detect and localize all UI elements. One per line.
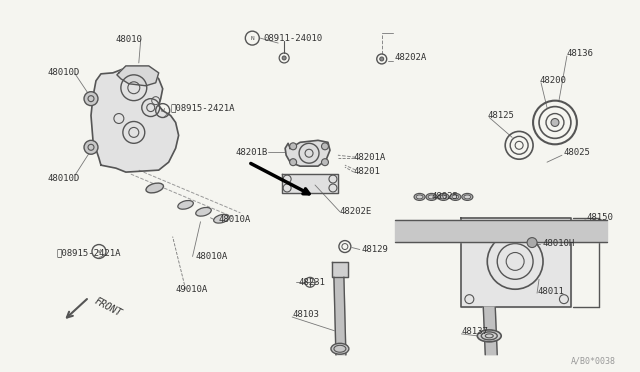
Ellipse shape (196, 208, 211, 216)
Ellipse shape (178, 201, 193, 209)
Ellipse shape (551, 119, 559, 126)
Text: N: N (250, 36, 254, 41)
Circle shape (282, 56, 286, 60)
Text: Ⓦ08915-2421A: Ⓦ08915-2421A (56, 248, 121, 257)
Text: 48010H: 48010H (542, 239, 574, 248)
Polygon shape (334, 277, 346, 355)
Text: 48010A: 48010A (218, 215, 251, 224)
Text: 48010A: 48010A (196, 252, 228, 261)
Text: W: W (97, 249, 101, 254)
Circle shape (321, 159, 328, 166)
Text: 08911-24010: 08911-24010 (263, 33, 323, 43)
Polygon shape (332, 262, 348, 277)
Circle shape (527, 238, 537, 247)
Text: 48201B: 48201B (236, 148, 268, 157)
Text: 48129: 48129 (362, 245, 388, 254)
Text: 48150: 48150 (587, 213, 614, 222)
Circle shape (335, 264, 345, 274)
Text: 48011: 48011 (537, 287, 564, 296)
Text: 48025: 48025 (564, 148, 591, 157)
Text: 48125: 48125 (487, 111, 514, 120)
Text: 48025: 48025 (431, 192, 458, 201)
Polygon shape (461, 218, 571, 307)
Text: 48201: 48201 (354, 167, 381, 176)
Polygon shape (91, 68, 179, 172)
Text: 48200: 48200 (539, 76, 566, 85)
Text: 48137: 48137 (461, 327, 488, 336)
Ellipse shape (414, 193, 425, 201)
Text: 48010: 48010 (116, 35, 143, 44)
Text: 48202A: 48202A (395, 54, 427, 62)
Circle shape (290, 159, 296, 166)
Circle shape (84, 92, 98, 106)
Polygon shape (395, 220, 607, 241)
Text: 48136: 48136 (567, 48, 594, 58)
Text: 48202E: 48202E (340, 207, 372, 216)
Ellipse shape (426, 193, 437, 201)
Ellipse shape (331, 343, 349, 354)
Ellipse shape (438, 193, 449, 201)
Text: 49010A: 49010A (175, 285, 208, 294)
Circle shape (84, 140, 98, 154)
Text: 48231: 48231 (298, 278, 325, 287)
Circle shape (290, 143, 296, 150)
Ellipse shape (214, 214, 229, 223)
Text: A/B0*0038: A/B0*0038 (571, 356, 616, 365)
Polygon shape (483, 307, 497, 355)
Text: Ⓦ08915-2421A: Ⓦ08915-2421A (171, 103, 235, 112)
Ellipse shape (462, 193, 473, 201)
Ellipse shape (146, 183, 163, 193)
Text: 48103: 48103 (292, 310, 319, 318)
Polygon shape (285, 140, 330, 166)
Text: 48010D: 48010D (47, 174, 79, 183)
Circle shape (321, 143, 328, 150)
Text: 48201A: 48201A (354, 153, 386, 162)
Text: FRONT: FRONT (93, 296, 124, 318)
Ellipse shape (450, 193, 461, 201)
Text: 48010D: 48010D (47, 68, 79, 77)
Text: W: W (161, 108, 164, 113)
Polygon shape (282, 174, 338, 193)
Circle shape (380, 57, 384, 61)
Polygon shape (117, 66, 159, 86)
Ellipse shape (477, 330, 501, 342)
